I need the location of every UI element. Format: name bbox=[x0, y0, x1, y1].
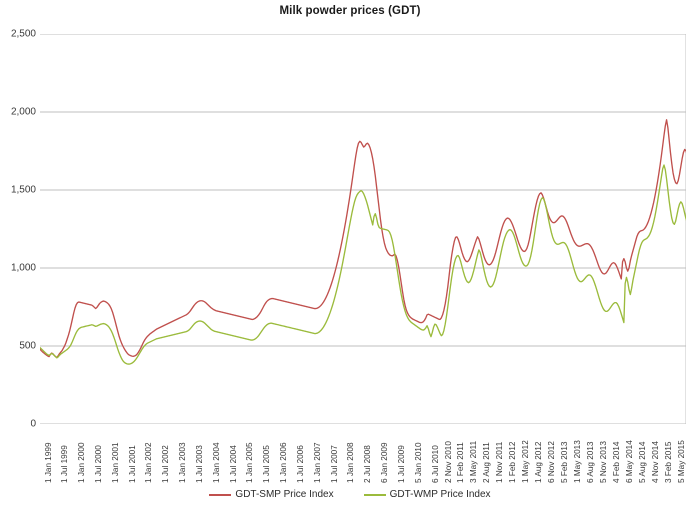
x-tick-label: 1 Jan 1999 bbox=[43, 442, 53, 483]
x-tick-label: 1 Jan 2006 bbox=[279, 442, 289, 483]
series-line bbox=[40, 164, 686, 365]
x-tick-label: 6 Jan 2009 bbox=[380, 442, 390, 483]
x-tick-label: 1 Jan 2005 bbox=[245, 442, 255, 483]
series-line bbox=[40, 119, 686, 359]
x-tick-label: 4 Feb 2014 bbox=[611, 441, 621, 483]
x-tick-label: 3 May 2011 bbox=[469, 440, 479, 483]
x-tick-label: 1 Jan 2001 bbox=[110, 442, 120, 483]
x-tick-label: 1 Jul 2004 bbox=[228, 445, 238, 483]
x-tick-label: 1 Jul 2005 bbox=[262, 445, 272, 483]
y-tick-label: 0 bbox=[30, 418, 36, 430]
legend-label: GDT-SMP Price Index bbox=[235, 489, 334, 500]
y-tick-label: 1,000 bbox=[10, 262, 36, 274]
x-tick-label: 5 May 2015 bbox=[676, 440, 686, 483]
x-tick-label: 2 Nov 2010 bbox=[443, 441, 453, 483]
x-tick-label: 1 Jan 2007 bbox=[312, 442, 322, 483]
x-tick-label: 1 Jul 2002 bbox=[161, 445, 171, 483]
gridlines bbox=[40, 34, 686, 424]
x-tick-label: 2 Aug 2011 bbox=[482, 442, 492, 483]
y-tick-label: 500 bbox=[19, 340, 36, 352]
chart-svg bbox=[40, 34, 686, 424]
x-tick-label: 1 Jan 2004 bbox=[211, 442, 221, 483]
x-tick-label: 6 Nov 2012 bbox=[547, 441, 557, 483]
x-tick-label: 4 Nov 2014 bbox=[650, 441, 660, 483]
legend-swatch-icon bbox=[209, 493, 232, 496]
y-tick-label: 2,500 bbox=[10, 28, 36, 40]
x-tick-label: 6 May 2014 bbox=[624, 440, 634, 483]
x-axis-labels: 1 Jan 1999 1 Jul 1999 1 Jan 2000 1 Jul 2000… bbox=[40, 427, 686, 485]
x-tick-label: 1 Aug 2012 bbox=[534, 441, 544, 483]
plot-area bbox=[40, 34, 686, 424]
legend-label: GDT-WMP Price Index bbox=[389, 489, 491, 500]
x-tick-label: 5 Aug 2014 bbox=[637, 441, 647, 483]
y-tick-label: 2,000 bbox=[10, 106, 36, 118]
x-tick-label: 1 Jul 2000 bbox=[93, 445, 103, 483]
x-tick-label: 1 Jul 2007 bbox=[329, 445, 339, 483]
x-tick-label: 6 Jul 2010 bbox=[430, 445, 440, 483]
x-tick-label: 1 Jul 2009 bbox=[396, 445, 406, 483]
x-tick-label: 1 Jan 2008 bbox=[346, 442, 356, 483]
x-tick-label: 1 Nov 2011 bbox=[495, 441, 505, 483]
x-tick-label: 1 Jul 2006 bbox=[295, 445, 305, 483]
x-tick-label: 1 Jul 1999 bbox=[60, 445, 70, 483]
chart-legend: GDT-SMP Price Index GDT-WMP Price Index bbox=[0, 489, 700, 500]
x-tick-label: 5 Feb 2013 bbox=[560, 441, 570, 483]
x-tick-label: 1 Jul 2001 bbox=[127, 445, 137, 483]
legend-item[interactable]: GDT-WMP Price Index bbox=[363, 489, 491, 500]
x-tick-label: 1 Jan 2003 bbox=[178, 442, 188, 483]
x-tick-label: 5 Jan 2010 bbox=[413, 442, 423, 483]
y-tick-label: 1,500 bbox=[10, 184, 36, 196]
x-tick-label: 1 Feb 2012 bbox=[508, 441, 518, 483]
x-tick-label: 3 Feb 2015 bbox=[663, 441, 673, 483]
x-tick-label: 1 May 2013 bbox=[572, 440, 582, 483]
legend-swatch-icon bbox=[363, 493, 386, 496]
chart-title: Milk powder prices (GDT) bbox=[279, 5, 421, 17]
x-tick-label: 2 Jul 2008 bbox=[363, 445, 373, 483]
x-tick-label: 5 Nov 2013 bbox=[598, 441, 608, 483]
x-tick-label: 1 Jul 2003 bbox=[194, 445, 204, 483]
series-lines bbox=[40, 119, 686, 365]
x-tick-label: 1 May 2012 bbox=[521, 440, 531, 483]
legend-item[interactable]: GDT-SMP Price Index bbox=[209, 489, 334, 500]
x-tick-label: 1 Feb 2011 bbox=[456, 442, 466, 483]
x-tick-label: 6 Aug 2013 bbox=[585, 441, 595, 483]
x-tick-label: 1 Jan 2000 bbox=[77, 442, 87, 483]
x-tick-label: 1 Jan 2002 bbox=[144, 442, 154, 483]
y-axis-labels: 0 500 1,000 1,500 2,000 2,500 bbox=[0, 29, 36, 430]
